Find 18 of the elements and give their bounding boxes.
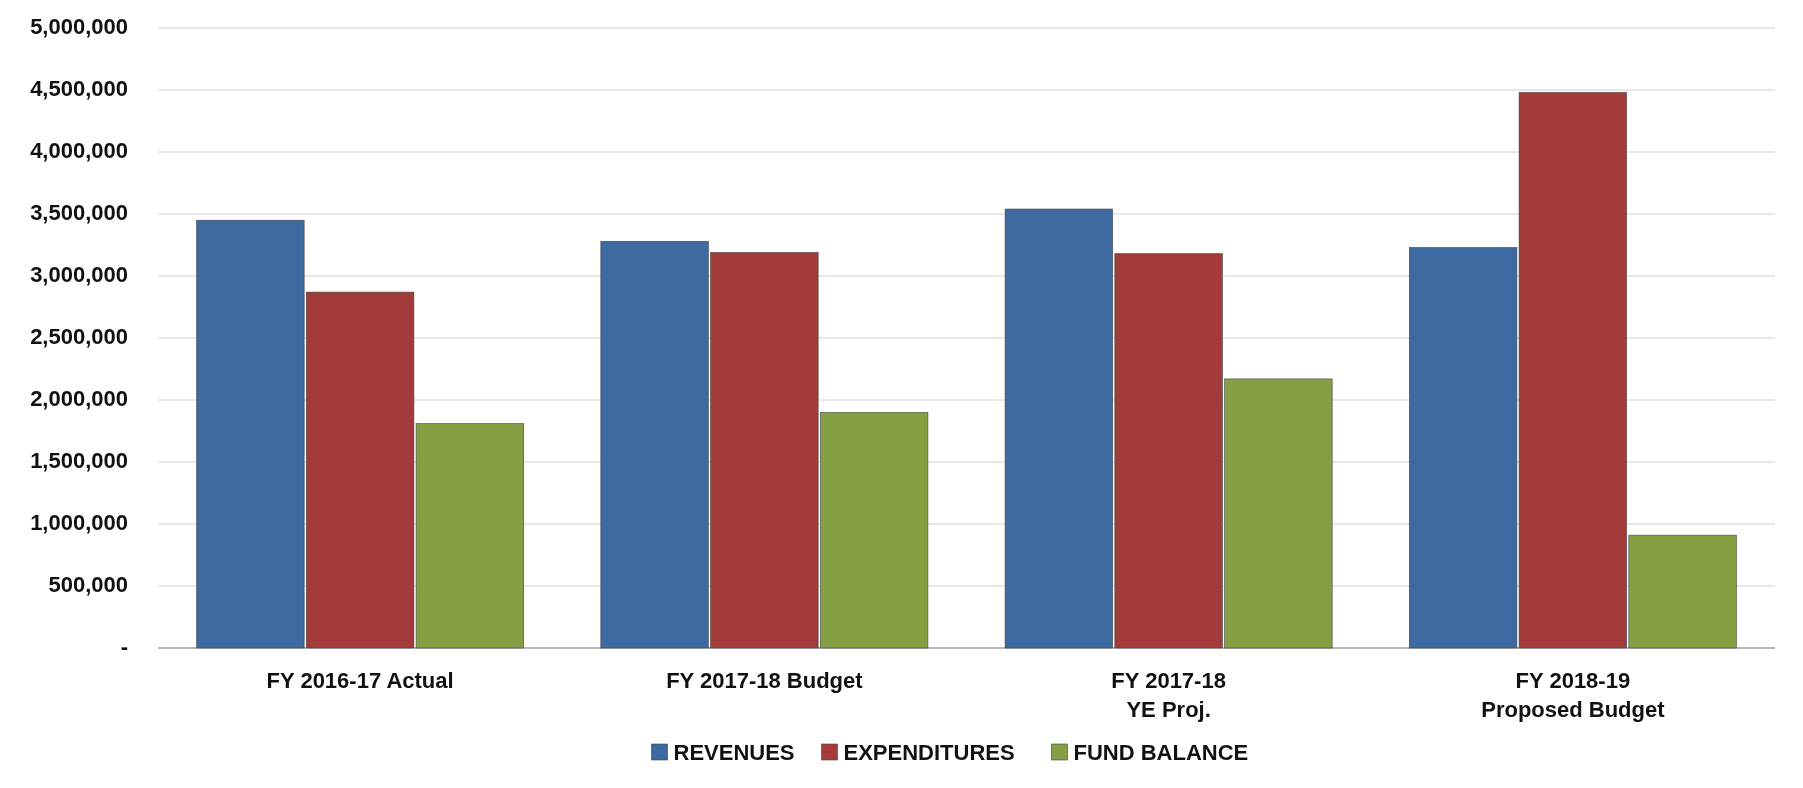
y-tick-label: 1,000,000	[30, 509, 128, 535]
y-tick-label: 1,500,000	[30, 447, 128, 473]
x-tick-label: FY 2017-18 YE Proj.	[1111, 668, 1226, 722]
y-tick-label: 4,500,000	[30, 75, 128, 101]
x-tick-label: FY 2017-18 Budget	[666, 668, 864, 693]
legend-label: EXPENDITURES	[843, 740, 1015, 765]
y-tick-label: 2,500,000	[30, 323, 128, 349]
x-tick-label: FY 2016-17 Actual	[266, 668, 454, 693]
legend-label: FUND BALANCE	[1073, 740, 1249, 765]
y-tick-label: 500,000	[48, 571, 128, 597]
legend-label: REVENUES	[673, 740, 795, 765]
y-tick-label: 3,500,000	[30, 199, 128, 225]
y-tick-label: -	[120, 633, 128, 659]
y-tick-label: 2,000,000	[30, 385, 128, 411]
y-tick-label: 4,000,000	[30, 137, 128, 163]
x-tick-label: FY 2018-19 Proposed Budget	[1481, 668, 1666, 722]
y-tick-label: 3,000,000	[30, 261, 128, 287]
y-tick-label: 5,000,000	[30, 13, 128, 39]
